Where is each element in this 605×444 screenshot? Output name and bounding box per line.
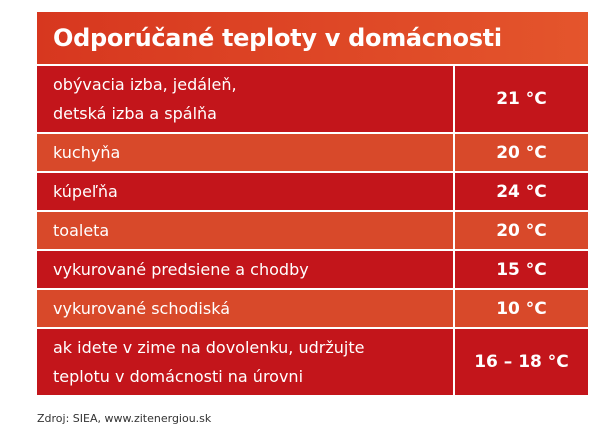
- label-line: ak idete v zime na dovolenku, udržujte: [53, 338, 365, 357]
- table-row: vykurované schodiská 10 °C: [37, 290, 588, 327]
- label-line: vykurované predsiene a chodby: [53, 260, 309, 279]
- row-label: vykurované schodiská: [37, 290, 455, 327]
- table-row: vykurované predsiene a chodby 15 °C: [37, 251, 588, 288]
- row-value: 15 °C: [496, 259, 547, 280]
- row-value: 24 °C: [496, 181, 547, 202]
- row-value: 21 °C: [496, 89, 547, 109]
- row-value: 16 – 18 °C: [474, 352, 569, 372]
- source: Zdroj: SIEA, www.zitenergiou.sk: [37, 412, 212, 425]
- table-card: Odporúčané teploty v domácnosti obývacia…: [37, 12, 588, 395]
- title: Odporúčané teploty v domácnosti: [37, 12, 588, 64]
- label-line: detská izba a spálňa: [53, 104, 217, 123]
- table-row: obývacia izba, jedáleň, detská izba a spá…: [37, 66, 588, 132]
- table-row: kuchyňa 20 °C: [37, 134, 588, 171]
- table-body: obývacia izba, jedáleň, detská izba a spá…: [37, 66, 588, 395]
- row-value: 20 °C: [496, 220, 547, 241]
- row-value: 10 °C: [496, 298, 547, 319]
- row-label: toaleta: [37, 212, 455, 249]
- table-row: kúpeľňa 24 °C: [37, 173, 588, 210]
- label-line: kúpeľňa: [53, 182, 118, 201]
- label-line: kuchyňa: [53, 143, 121, 162]
- row-label: obývacia izba, jedáleň, detská izba a spá…: [37, 66, 455, 132]
- row-label: ak idete v zime na dovolenku, udržujte te…: [37, 329, 455, 395]
- row-label: vykurované predsiene a chodby: [37, 251, 455, 288]
- table-row: ak idete v zime na dovolenku, udržujte te…: [37, 329, 588, 395]
- row-value: 20 °C: [496, 142, 547, 163]
- row-label: kuchyňa: [37, 134, 455, 171]
- label-line: vykurované schodiská: [53, 299, 230, 318]
- row-label: kúpeľňa: [37, 173, 455, 210]
- label-line: obývacia izba, jedáleň,: [53, 75, 237, 94]
- table-row: toaleta 20 °C: [37, 212, 588, 249]
- label-line: teplotu v domácnosti na úrovni: [53, 367, 304, 386]
- label-line: toaleta: [53, 221, 110, 240]
